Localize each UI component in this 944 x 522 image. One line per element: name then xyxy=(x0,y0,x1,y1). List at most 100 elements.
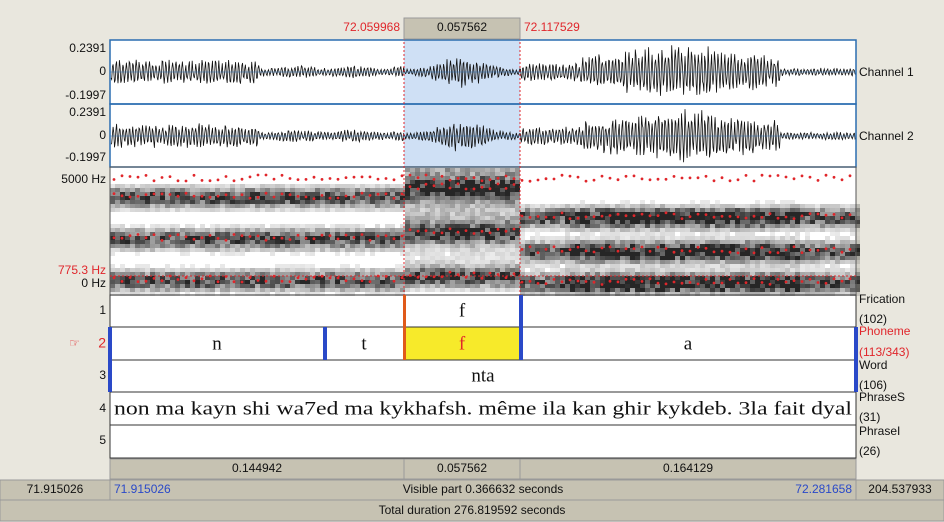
spectrogram-cell xyxy=(635,216,640,220)
spectrogram-cell xyxy=(340,272,345,276)
spectrogram-cell xyxy=(645,232,650,236)
spectrogram-cell xyxy=(645,280,650,284)
spectrogram-cell xyxy=(500,252,505,256)
spectrogram-cell xyxy=(820,280,825,284)
spectrogram-cell xyxy=(285,204,290,208)
interval-label[interactable]: n xyxy=(212,333,222,354)
spectrogram-cell xyxy=(680,232,685,236)
spectrogram-cell xyxy=(365,200,370,204)
spectrogram-cell xyxy=(595,264,600,268)
spectrogram-cell xyxy=(475,220,480,224)
spectrogram-cell xyxy=(395,240,400,244)
spectrogram-cell xyxy=(245,248,250,252)
spectrogram-cell xyxy=(535,264,540,268)
spectrogram-cell xyxy=(720,220,725,224)
spectrogram-cell xyxy=(355,208,360,212)
spectrogram-cell xyxy=(845,288,850,292)
spectrogram-cell xyxy=(475,172,480,176)
formant-dot xyxy=(601,247,604,250)
spectrogram-cell xyxy=(295,248,300,252)
spectrogram-cell xyxy=(460,172,465,176)
spectrogram-cell xyxy=(390,284,395,288)
formant-dot xyxy=(241,281,244,284)
spectrogram-cell xyxy=(300,288,305,292)
spectrogram-cell xyxy=(650,288,655,292)
spectrogram-cell xyxy=(540,204,545,208)
spectrogram-cell xyxy=(490,264,495,268)
spectrogram-cell xyxy=(765,264,770,268)
spectrogram-cell xyxy=(595,256,600,260)
formant-dot xyxy=(609,280,612,283)
spectrogram-cell xyxy=(660,264,665,268)
spectrogram-cell xyxy=(220,204,225,208)
formant-dot xyxy=(377,235,380,238)
spectrogram-cell xyxy=(355,272,360,276)
spectrogram-cell xyxy=(520,276,525,280)
spectrogram-cell xyxy=(795,236,800,240)
formant-dot xyxy=(305,178,308,181)
spectrogram-cell xyxy=(820,204,825,208)
spectrogram-cell xyxy=(145,204,150,208)
interval-label[interactable]: nta xyxy=(471,365,495,386)
interval-label[interactable]: f xyxy=(459,333,466,354)
spectrogram-cell xyxy=(370,244,375,248)
spectrogram-cell xyxy=(375,268,380,272)
spectrogram-cell xyxy=(160,268,165,272)
spectrogram-cell xyxy=(380,208,385,212)
spectrogram-cell xyxy=(595,280,600,284)
spectrogram-cell xyxy=(200,240,205,244)
spectrogram-cell xyxy=(835,220,840,224)
interval-label[interactable]: t xyxy=(361,333,367,354)
spectrogram-cell xyxy=(315,232,320,236)
spectrogram-cell xyxy=(540,208,545,212)
spectrogram-cell xyxy=(450,244,455,248)
spectrogram-cell xyxy=(520,244,525,248)
formant-dot xyxy=(721,215,724,218)
spectrogram-cell xyxy=(180,280,185,284)
spectrogram-cell xyxy=(125,288,130,292)
spectrogram-cell xyxy=(510,240,515,244)
spectrogram-cell xyxy=(230,204,235,208)
spectrogram-cell xyxy=(555,280,560,284)
spectrogram-cell xyxy=(155,268,160,272)
spectrogram-cell xyxy=(120,284,125,288)
spectrogram-cell xyxy=(195,236,200,240)
spectrogram-cell xyxy=(725,236,730,240)
formant-dot xyxy=(761,281,764,284)
spectrogram-cell xyxy=(485,216,490,220)
spectrogram-cell xyxy=(445,248,450,252)
spectrogram-cell xyxy=(190,232,195,236)
formant-dot xyxy=(729,251,732,254)
spectrogram-cell xyxy=(510,288,515,292)
spectrogram-cell xyxy=(180,188,185,192)
spectrogram-cell xyxy=(765,244,770,248)
spectrogram-cell xyxy=(820,212,825,216)
spectrogram-cell xyxy=(125,208,130,212)
formant-dot xyxy=(801,175,804,178)
spectrogram-cell xyxy=(280,232,285,236)
spectrogram-cell xyxy=(120,184,125,188)
spectrogram-cell xyxy=(815,272,820,276)
formant-dot xyxy=(681,282,684,285)
interval-label[interactable]: f xyxy=(459,300,466,321)
interval-label[interactable]: a xyxy=(684,333,693,354)
spectrogram-cell xyxy=(140,244,145,248)
spectrogram-cell xyxy=(625,224,630,228)
formant-dot xyxy=(521,179,524,182)
formant-dot xyxy=(593,281,596,284)
channel-name: Channel 2 xyxy=(859,129,914,143)
spectrogram-cell xyxy=(630,208,635,212)
spectrogram-cell xyxy=(410,208,415,212)
spectrogram-cell xyxy=(585,284,590,288)
spectrogram-cell xyxy=(435,272,440,276)
spectrogram-cell xyxy=(485,276,490,280)
interval-label[interactable]: non ma kayn shi wa7ed ma kykhafsh. même … xyxy=(114,398,852,419)
spectrogram-cell xyxy=(430,284,435,288)
spectrogram-cell xyxy=(475,184,480,188)
spectrogram-cell xyxy=(360,288,365,292)
spectrogram-cell xyxy=(740,232,745,236)
spectrogram-cell xyxy=(815,220,820,224)
spectrogram-cell xyxy=(495,244,500,248)
spectrogram-cell xyxy=(305,204,310,208)
spectrogram-cell xyxy=(845,224,850,228)
